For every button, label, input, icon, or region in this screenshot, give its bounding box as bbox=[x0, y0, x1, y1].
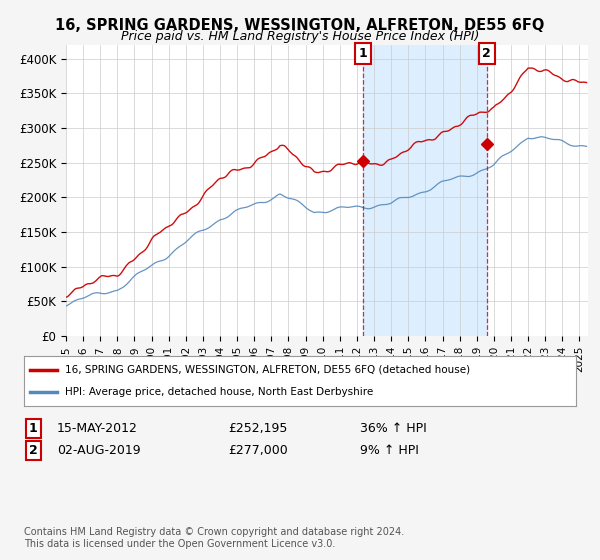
Text: 15-MAY-2012: 15-MAY-2012 bbox=[57, 422, 138, 435]
Text: £277,000: £277,000 bbox=[228, 444, 288, 458]
Text: 1: 1 bbox=[359, 47, 368, 60]
Text: 9% ↑ HPI: 9% ↑ HPI bbox=[360, 444, 419, 458]
Text: 16, SPRING GARDENS, WESSINGTON, ALFRETON, DE55 6FQ (detached house): 16, SPRING GARDENS, WESSINGTON, ALFRETON… bbox=[65, 365, 470, 375]
Text: 1: 1 bbox=[29, 422, 37, 435]
Bar bbox=[363, 45, 487, 336]
Text: Contains HM Land Registry data © Crown copyright and database right 2024.
This d: Contains HM Land Registry data © Crown c… bbox=[24, 527, 404, 549]
Text: 2: 2 bbox=[29, 444, 37, 458]
Text: Price paid vs. HM Land Registry's House Price Index (HPI): Price paid vs. HM Land Registry's House … bbox=[121, 30, 479, 43]
Text: HPI: Average price, detached house, North East Derbyshire: HPI: Average price, detached house, Nort… bbox=[65, 387, 374, 397]
Text: 36% ↑ HPI: 36% ↑ HPI bbox=[360, 422, 427, 435]
Text: 16, SPRING GARDENS, WESSINGTON, ALFRETON, DE55 6FQ: 16, SPRING GARDENS, WESSINGTON, ALFRETON… bbox=[55, 18, 545, 32]
Text: £252,195: £252,195 bbox=[228, 422, 287, 435]
Text: 2: 2 bbox=[482, 47, 491, 60]
Text: 02-AUG-2019: 02-AUG-2019 bbox=[57, 444, 140, 458]
